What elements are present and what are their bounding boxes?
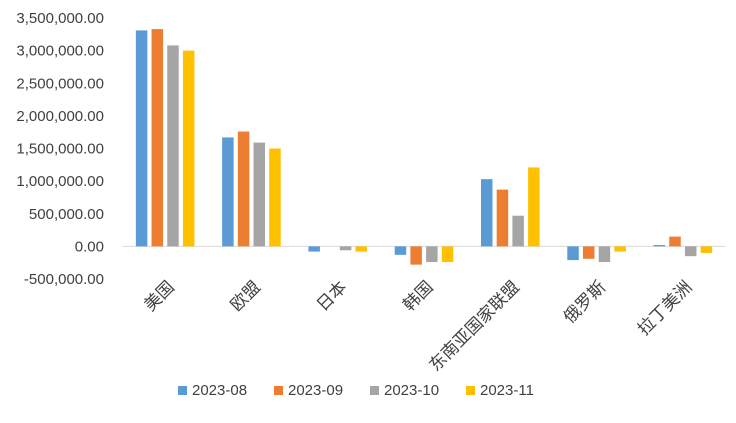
bar-2023-11-4 — [528, 167, 540, 247]
bar-2023-09-5 — [582, 246, 595, 259]
bar-2023-08-0 — [135, 30, 148, 247]
bar-2023-09-3 — [410, 246, 422, 265]
x-category-label: 美国 — [140, 277, 178, 315]
y-tick-label: -500,000.00 — [24, 271, 104, 288]
bar-2023-09-4 — [496, 189, 509, 247]
x-category-label: 拉丁美洲 — [634, 277, 696, 339]
legend: 2023-08 2023-09 2023-10 2023-11 — [178, 382, 534, 399]
y-axis: 3,500,000.00 3,000,000.00 2,500,000.00 2,00… — [16, 10, 104, 288]
bar-2023-10-1 — [253, 142, 266, 247]
x-category-label: 韩国 — [399, 277, 437, 315]
legend-swatch — [370, 386, 379, 395]
bar-2023-10-4 — [512, 215, 524, 247]
bar-2023-09-1 — [237, 131, 250, 247]
bar-2023-09-6 — [669, 236, 681, 247]
legend-swatch — [466, 386, 475, 395]
legend-label: 2023-09 — [288, 382, 343, 399]
legend-label: 2023-11 — [480, 382, 534, 399]
legend-label: 2023-08 — [192, 382, 247, 399]
x-category-label: 日本 — [313, 277, 351, 315]
bar-2023-10-3 — [426, 246, 438, 263]
bars — [135, 29, 713, 265]
bar-2023-09-0 — [151, 29, 164, 247]
bar-2023-08-2 — [308, 246, 320, 252]
bar-2023-10-6 — [684, 246, 697, 257]
bar-2023-11-5 — [614, 246, 626, 252]
bar-2023-10-0 — [167, 45, 179, 247]
y-tick-label: 2,000,000.00 — [16, 108, 104, 125]
bar-2023-08-6 — [653, 245, 666, 247]
legend-swatch — [178, 386, 187, 395]
y-tick-label: 2,500,000.00 — [16, 75, 104, 92]
bar-2023-10-2 — [339, 246, 352, 251]
legend-swatch — [274, 386, 283, 395]
x-category-label: 欧盟 — [227, 277, 265, 315]
y-tick-label: 1,000,000.00 — [16, 173, 104, 190]
y-tick-label: 0.00 — [75, 238, 104, 255]
bar-2023-11-1 — [269, 148, 281, 247]
bar-2023-08-3 — [394, 246, 407, 255]
y-tick-label: 3,000,000.00 — [16, 43, 104, 60]
y-tick-label: 1,500,000.00 — [16, 141, 104, 158]
bar-2023-11-3 — [441, 246, 454, 263]
bar-2023-08-4 — [480, 179, 493, 247]
y-tick-label: 500,000.00 — [29, 206, 104, 223]
legend-label: 2023-10 — [384, 382, 439, 399]
x-category-label: 东南亚国家联盟 — [426, 277, 524, 375]
bar-2023-10-5 — [598, 246, 611, 263]
bar-2023-11-0 — [182, 50, 195, 247]
bar-2023-08-5 — [567, 246, 579, 261]
bar-2023-11-6 — [700, 246, 713, 253]
x-category-label: 俄罗斯 — [560, 277, 610, 327]
bar-2023-11-2 — [355, 246, 368, 252]
y-tick-label: 3,500,000.00 — [16, 10, 104, 27]
bar-2023-08-1 — [222, 137, 234, 247]
